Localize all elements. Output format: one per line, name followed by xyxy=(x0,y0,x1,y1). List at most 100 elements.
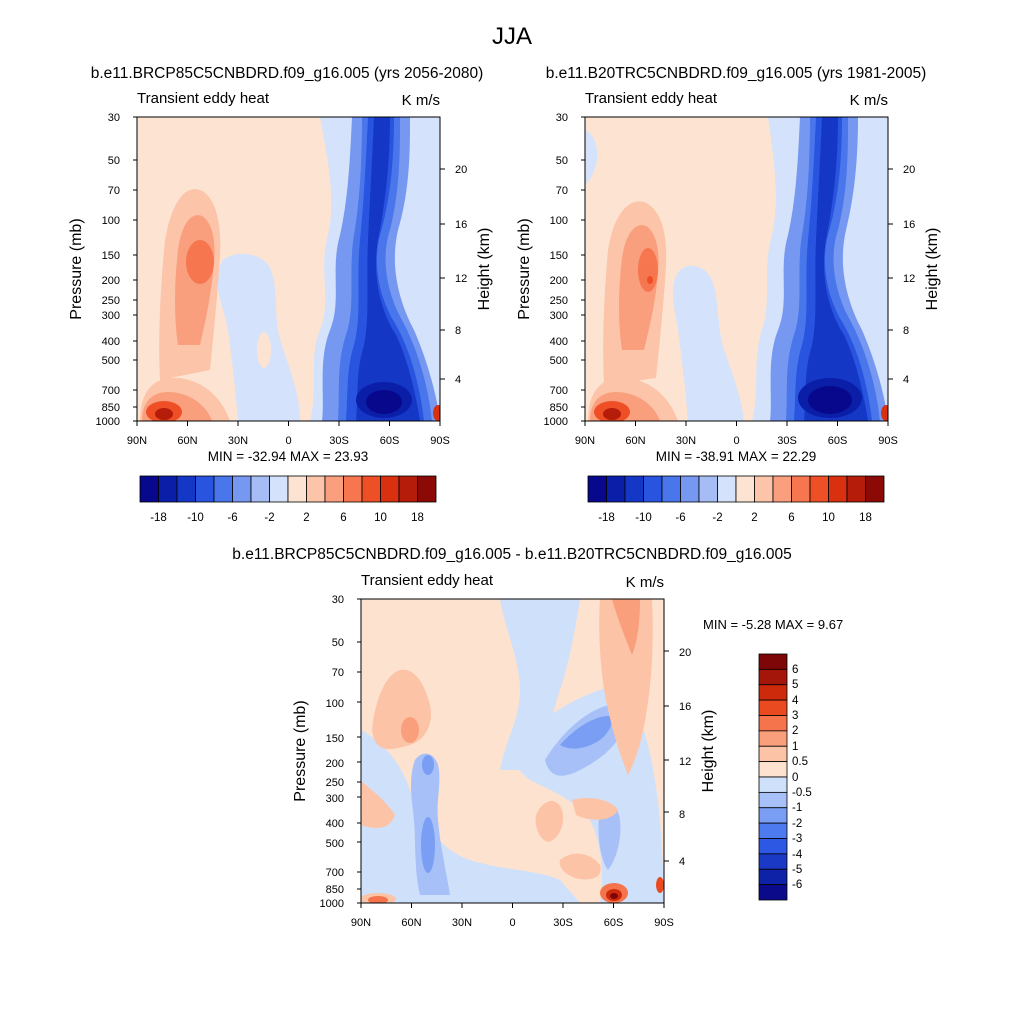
x-tick-label: 30S xyxy=(329,435,349,447)
colorbar-label: 6 xyxy=(340,512,346,524)
colorbar-swatch xyxy=(343,475,363,503)
colorbar xyxy=(587,475,885,503)
colorbar-swatch xyxy=(758,745,788,763)
y2-tick-label: 16 xyxy=(455,219,467,231)
right-label: K m/s xyxy=(402,92,440,109)
x-tick-label: 60S xyxy=(604,917,624,929)
colorbar-label: 4 xyxy=(792,695,799,707)
y-tick-label: 1000 xyxy=(320,898,344,910)
y2-tick-label: 4 xyxy=(455,374,461,386)
y-axis-title: Pressure (mb) xyxy=(292,700,309,801)
colorbar-swatch xyxy=(250,475,270,503)
contour-neg-center xyxy=(366,390,402,414)
y-tick-label: 700 xyxy=(102,385,120,397)
panel-top-left: b.e11.BRCP85C5CNBDRD.f09_g16.005 (yrs 20… xyxy=(68,65,493,524)
colorbar-swatch xyxy=(758,668,788,686)
y-tick-label: 200 xyxy=(550,275,568,287)
colorbar-label: 18 xyxy=(859,512,872,524)
y-tick-label: 100 xyxy=(102,215,120,227)
contour-neg-deeper xyxy=(356,117,420,421)
contour-neg-light-upper xyxy=(500,599,580,770)
colorbar-swatch xyxy=(398,475,418,503)
colorbar-label: -5 xyxy=(792,864,802,876)
colorbar-label: -3 xyxy=(792,833,802,845)
y2-axis-title: Height (km) xyxy=(700,710,717,793)
y-tick-label: 400 xyxy=(102,336,120,348)
colorbar-label: -10 xyxy=(187,512,204,524)
colorbar-swatch xyxy=(758,761,788,778)
x-tick-label: 0 xyxy=(509,917,515,929)
colorbar-label: -6 xyxy=(675,512,685,524)
contour-pos-left-peak xyxy=(401,717,419,743)
colorbar-label: 2 xyxy=(303,512,309,524)
colorbar-swatch xyxy=(287,475,307,503)
colorbar-label: 0.5 xyxy=(792,756,808,768)
y2-axis-title: Height (km) xyxy=(476,228,493,311)
contour-pos-surface-center xyxy=(610,893,618,899)
colorbar-label: -6 xyxy=(227,512,237,524)
colorbar-swatch xyxy=(758,822,788,839)
y-axis: 30 50 70 100 150 200 250 300 400 500 700… xyxy=(544,112,568,428)
colorbar-label: -2 xyxy=(712,512,722,524)
x-tick-label: 60N xyxy=(625,435,645,447)
contour-neg-column-top xyxy=(422,755,434,775)
x-tick-label: 90N xyxy=(127,435,147,447)
y-tick-label: 850 xyxy=(102,402,120,414)
y-tick-label: 150 xyxy=(550,250,568,262)
colorbar-label: -6 xyxy=(792,879,802,891)
colorbar-label: -10 xyxy=(635,512,652,524)
colorbar-label: 6 xyxy=(792,664,798,676)
y2-tick-label: 8 xyxy=(903,325,909,337)
contour-pos-edge xyxy=(656,877,664,893)
colorbar-swatch xyxy=(643,475,663,503)
panel-top-right: b.e11.B20TRC5CNBDRD.f09_g16.005 (yrs 198… xyxy=(516,65,941,524)
x-tick-label: 90N xyxy=(575,435,595,447)
contour-pos-surface-max xyxy=(155,408,173,420)
colorbar-swatch xyxy=(417,475,437,503)
colorbar-label: 10 xyxy=(374,512,387,524)
colorbar-label: 3 xyxy=(792,710,798,722)
y-tick-label: 30 xyxy=(556,112,568,124)
contour-neg-small xyxy=(257,332,271,368)
y-tick-label: 500 xyxy=(326,838,344,850)
colorbar-swatch xyxy=(698,475,718,503)
contour-pos-peak-dot xyxy=(647,276,653,284)
colorbar-swatch xyxy=(158,475,178,503)
contour-neg-deeper xyxy=(804,117,868,421)
colorbar-swatch xyxy=(606,475,626,503)
colorbar-label: -0.5 xyxy=(792,787,812,799)
contour-field xyxy=(137,117,440,421)
y2-axis: 20 16 12 8 4 xyxy=(679,647,691,868)
x-tick-label: 30S xyxy=(553,917,573,929)
y-axis: 30 50 70 100 150 200 250 300 400 500 700… xyxy=(96,112,120,428)
colorbar-swatch xyxy=(139,475,159,503)
x-tick-label: 90S xyxy=(878,435,898,447)
contour-neg-lower-right xyxy=(598,804,621,870)
contour-neg-center xyxy=(808,386,852,414)
x-axis: 90N 60N 30N 0 30S 60S 90S xyxy=(575,435,898,447)
colorbar-label: 18 xyxy=(411,512,424,524)
colorbar-swatch xyxy=(269,475,289,503)
colorbar-swatch xyxy=(758,730,788,747)
x-tick-label: 60S xyxy=(828,435,848,447)
y-tick-label: 400 xyxy=(550,336,568,348)
colorbar-label: 5 xyxy=(792,679,798,691)
contour-neg-patch xyxy=(217,253,300,421)
colorbar-swatch xyxy=(772,475,792,503)
y-tick-label: 100 xyxy=(550,215,568,227)
colorbar-label: -18 xyxy=(598,512,615,524)
tick-marks xyxy=(133,116,445,426)
y-tick-label: 30 xyxy=(332,594,344,606)
y-tick-label: 250 xyxy=(102,295,120,307)
colorbar-swatch xyxy=(791,475,811,503)
colorbar-swatch xyxy=(717,475,737,503)
x-tick-label: 60N xyxy=(401,917,421,929)
y2-tick-label: 16 xyxy=(679,701,691,713)
y-axis: 30 50 70 100 150 200 250 300 400 500 700… xyxy=(320,594,344,910)
y-tick-label: 50 xyxy=(108,155,120,167)
x-tick-label: 30N xyxy=(228,435,248,447)
x-tick-label: 60N xyxy=(177,435,197,447)
contour-pos-mid xyxy=(361,780,395,828)
y-tick-label: 50 xyxy=(332,637,344,649)
right-label: K m/s xyxy=(626,574,664,591)
